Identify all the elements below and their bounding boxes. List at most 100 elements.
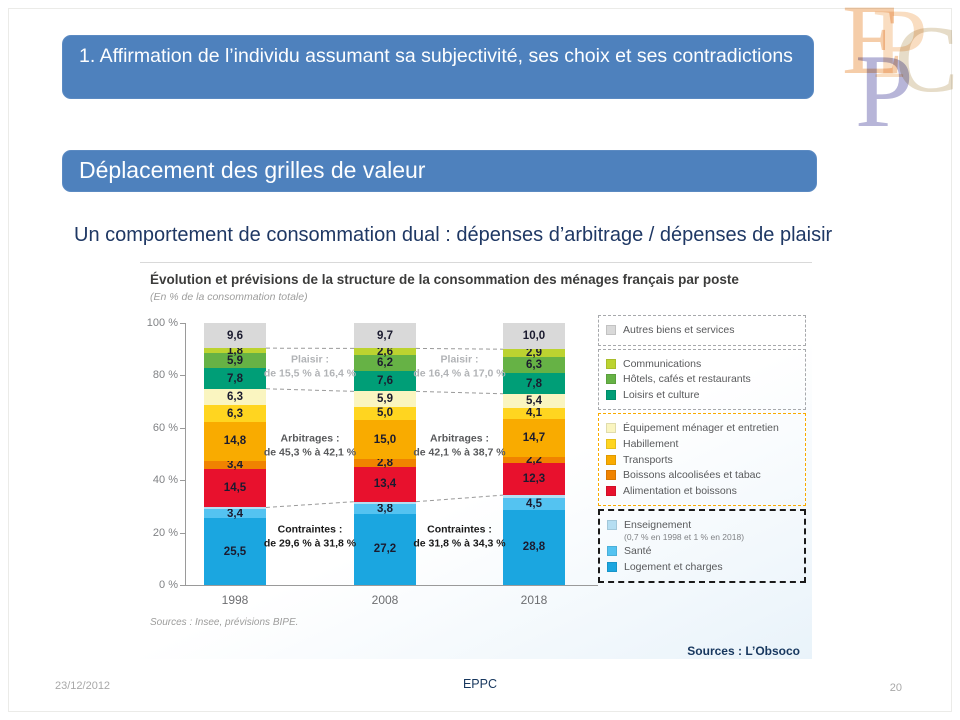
x-axis-label: 1998 [221,593,249,607]
logo-letter-p1: P [872,0,928,99]
chart-title: Évolution et prévisions de la structure … [150,272,739,287]
y-axis-tick-label: 0 % [159,579,178,591]
segment-value-label: 3,4 [227,459,243,472]
legend-item: Santé [607,545,797,558]
group-annotation: Plaisir : de 16,4 % à 17,0 % [413,353,506,380]
y-axis-tick-mark [180,323,186,324]
legend-label: Hôtels, cafés et restaurants [623,373,751,386]
segment-value-label: 6,3 [227,391,243,404]
legend-label: Communications [623,357,702,370]
segment-value-label: 5,4 [526,394,542,407]
section-title-box: 1. Affirmation de l’individu assumant sa… [62,35,814,99]
legend-group: Communications Hôtels, cafés et restauran… [598,348,806,411]
section-title: 1. Affirmation de l’individu assumant sa… [79,45,793,67]
legend-item: Habillement [606,438,798,451]
legend-group: Équipement ménager et entretien Habilleme… [598,413,806,507]
legend-swatch-icon [607,546,617,557]
legend-item: Logement et charges [607,561,797,574]
legend-swatch-icon [606,389,616,400]
slide-subtitle: Un comportement de consommation dual : d… [74,224,833,246]
legend-label: Enseignement (0,7 % en 1998 et 1 % en 201… [624,519,745,542]
x-axis-label: 2008 [371,593,399,607]
group-annotation: Arbitrages : de 45,3 % à 42,1 % [263,432,357,459]
group-annotation: Arbitrages : de 42,1 % à 38,7 % [413,432,506,459]
legend-item: Alimentation et boissons [606,485,798,498]
legend-label: Logement et charges [624,560,723,573]
legend-item: Communications [606,358,798,371]
y-axis-tick-mark [180,427,186,429]
legend-item: Hôtels, cafés et restaurants [606,373,798,386]
bar-segment: 3,4 [204,508,266,520]
bar-segment: 2,8 [354,457,416,469]
bar-segment: 3,4 [204,459,266,472]
bar-segment: 3,8 [354,502,416,515]
bar-segment: 28,8 [503,509,565,585]
slide-title: Déplacement des grilles de valeur [79,157,426,183]
segment-value-label: 13,4 [373,478,397,491]
bar-segment: 4,1 [503,407,565,419]
y-axis-tick-label: 20 % [152,526,178,539]
x-axis-label: 2018 [520,593,548,607]
bar-segment [503,495,565,498]
group-annotation: Contraintes : de 31,8 % à 34,3 % [413,523,506,550]
bar-segment: 14,5 [204,469,266,508]
bar-segment: 5,4 [503,393,565,408]
legend-note: (0,7 % en 1998 et 1 % en 2018) [624,531,745,542]
segment-value-label: 10,0 [522,330,546,343]
legend-item: Enseignement (0,7 % en 1998 et 1 % en 201… [607,519,797,542]
bar-segment: 9,7 [354,323,416,349]
legend-swatch-icon [607,520,617,531]
bar-segment: 6,3 [204,388,266,406]
bar-segment [354,501,416,504]
y-axis-tick-mark [180,375,186,377]
group-annotation: Plaisir : de 15,5 % à 16,4 % [263,353,357,380]
eppc-logo: E P C P [820,0,960,150]
legend-label: Équipement ménager et entretien [623,422,779,435]
segment-value-label: 6,3 [227,407,243,420]
chart-subtitle: (En % de la consommation totale) [150,291,308,303]
legend-swatch-icon [606,374,616,385]
y-axis-tick-label: 100 % [146,317,178,329]
y-axis-tick-label: 60 % [152,421,178,434]
bar-segment: 10,0 [503,323,565,350]
chart-source-note: Sources : Insee, prévisions BIPE. [150,617,299,628]
group-annotation: Contraintes : de 29,6 % à 31,8 % [263,523,357,550]
legend-group: Autres biens et services [598,315,806,346]
chart-legend: Autres biens et services Communications Hô… [598,315,806,586]
bar-segment: 12,3 [503,462,565,496]
segment-value-label: 12,3 [522,473,546,486]
consumption-chart: Évolution et prévisions de la structure … [140,262,812,659]
legend-label: Autres biens et services [623,324,735,336]
bar-segment: 1,8 [204,345,266,357]
segment-value-label: 5,0 [377,407,393,420]
bar-segment: 6,3 [204,405,266,422]
segment-value-label: 9,6 [227,329,243,342]
legend-label: Boissons alcoolisées et tabac [623,469,761,482]
segment-value-label: 4,5 [526,497,542,510]
legend-item: Autres biens et services [606,324,798,337]
legend-swatch-icon [606,423,616,434]
footer-page-number: 20 [889,682,902,694]
y-axis-tick-label: 80 % [152,369,178,382]
legend-swatch-icon [606,358,616,369]
legend-item: Transports [606,454,798,467]
bar-segment: 5,9 [354,391,416,407]
y-axis-tick-mark [180,532,186,534]
legend-swatch-icon [607,561,617,572]
bar-segment [204,507,266,510]
footer-date: 23/12/2012 [55,680,111,692]
legend-item: Loisirs et culture [606,389,798,402]
y-axis-tick-mark [180,585,186,586]
segment-value-label: 3,8 [377,502,393,515]
legend-swatch-icon [606,454,616,465]
legend-swatch-icon [606,438,616,449]
legend-swatch-icon [606,325,616,335]
legend-swatch-icon [606,485,616,496]
legend-label: Loisirs et culture [623,388,700,401]
legend-label: Transports [623,453,673,466]
legend-item: Équipement ménager et entretien [606,422,798,435]
logo-letter-e: E [842,0,904,95]
segment-value-label: 5,9 [377,393,393,406]
legend-item: Boissons alcoolisées et tabac [606,469,798,482]
